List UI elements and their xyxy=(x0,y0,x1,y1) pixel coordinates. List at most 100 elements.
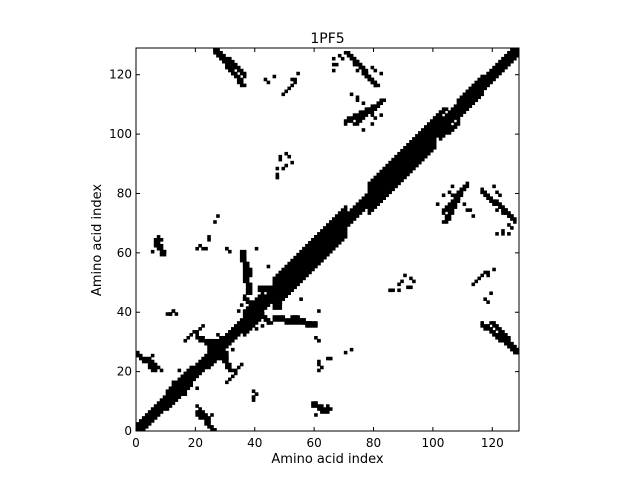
diagonal-contact-cell xyxy=(171,392,176,396)
diagonal-contact-cell xyxy=(394,169,398,174)
diagonal-contact-cell xyxy=(450,113,455,117)
contact-stroke-cell xyxy=(358,113,363,117)
contact-point xyxy=(198,416,202,420)
contact-point xyxy=(296,264,300,269)
contact-point xyxy=(216,333,220,337)
contact-stroke-cell xyxy=(222,353,226,358)
contact-stroke-cell xyxy=(248,303,253,307)
diagonal-contact-cell xyxy=(397,166,401,171)
diagonal-contact-cell xyxy=(504,65,508,70)
diagonal-contact-cell xyxy=(382,193,386,198)
diagonal-contact-cell xyxy=(328,235,333,239)
diagonal-contact-cell xyxy=(471,86,476,91)
contact-point xyxy=(412,279,416,284)
diagonal-contact-cell xyxy=(516,53,519,58)
contact-point xyxy=(210,413,214,417)
contact-point xyxy=(228,249,232,254)
diagonal-contact-cell xyxy=(376,193,381,198)
contact-stroke-cell xyxy=(245,297,250,301)
contact-stroke-cell xyxy=(242,255,247,260)
diagonal-contact-cell xyxy=(370,184,375,189)
contact-point xyxy=(400,279,404,284)
contact-point xyxy=(251,395,256,399)
diagonal-contact-cell xyxy=(189,377,194,382)
contact-stroke-cell xyxy=(498,205,502,209)
contact-point xyxy=(153,243,158,248)
contact-stroke-cell xyxy=(486,196,490,201)
diagonal-contact-cell xyxy=(328,220,333,224)
diagonal-contact-cell xyxy=(263,303,268,307)
diagonal-contact-cell xyxy=(331,240,336,245)
diagonal-contact-cell xyxy=(385,172,389,177)
diagonal-contact-cell xyxy=(317,238,321,242)
diagonal-contact-cell xyxy=(284,282,289,287)
diagonal-contact-cell xyxy=(331,235,336,239)
diagonal-contact-cell xyxy=(141,416,146,420)
diagonal-contact-cell xyxy=(174,380,179,385)
contact-stroke-cell xyxy=(242,267,247,272)
diagonal-contact-cell xyxy=(513,48,517,52)
diagonal-contact-cell xyxy=(397,157,401,162)
contact-stroke-cell xyxy=(228,62,232,67)
contact-point xyxy=(281,166,286,171)
diagonal-contact-cell xyxy=(400,160,404,165)
diagonal-contact-cell xyxy=(397,163,401,168)
diagonal-contact-cell xyxy=(504,62,508,67)
contact-point xyxy=(216,53,220,58)
diagonal-contact-cell xyxy=(293,255,297,260)
contact-stroke-cell xyxy=(296,315,300,319)
diagonal-contact-cell xyxy=(248,315,253,319)
contact-point xyxy=(254,315,259,319)
diagonal-contact-cell xyxy=(284,279,289,284)
diagonal-contact-cell xyxy=(284,285,289,290)
contact-stroke-cell xyxy=(162,252,167,257)
contact-stroke-cell xyxy=(364,107,369,111)
y-tick-label: 80 xyxy=(117,186,132,200)
diagonal-contact-cell xyxy=(305,264,309,269)
contact-point xyxy=(136,425,140,429)
contact-stroke-cell xyxy=(317,261,321,266)
diagonal-contact-cell xyxy=(501,56,505,61)
diagonal-contact-cell xyxy=(287,288,291,293)
contact-stroke-cell xyxy=(504,333,508,337)
diagonal-contact-cell xyxy=(409,154,413,159)
contact-stroke-cell xyxy=(432,119,437,123)
contact-point xyxy=(486,300,490,304)
contact-stroke-cell xyxy=(483,193,487,198)
contact-point xyxy=(174,386,179,391)
diagonal-contact-cell xyxy=(447,113,452,117)
contact-stroke-cell xyxy=(239,255,244,260)
contact-stroke-cell xyxy=(510,344,514,349)
contact-stroke-cell xyxy=(441,211,446,215)
diagonal-contact-cell xyxy=(251,324,256,328)
diagonal-contact-cell xyxy=(210,347,214,352)
contact-point xyxy=(510,214,514,218)
diagonal-contact-cell xyxy=(343,208,348,212)
contact-stroke-cell xyxy=(275,297,280,301)
contact-stroke-cell xyxy=(305,246,309,251)
diagonal-contact-cell xyxy=(287,279,291,284)
diagonal-contact-cell xyxy=(412,154,416,159)
x-tick-label: 60 xyxy=(306,436,321,450)
diagonal-contact-cell xyxy=(165,389,170,394)
diagonal-contact-cell xyxy=(367,184,372,189)
diagonal-contact-cell xyxy=(331,246,336,251)
diagonal-contact-cell xyxy=(394,166,398,171)
diagonal-contact-cell xyxy=(177,377,182,382)
diagonal-contact-cell xyxy=(254,303,259,307)
diagonal-contact-cell xyxy=(403,151,407,156)
diagonal-contact-cell xyxy=(195,374,199,379)
contact-point xyxy=(391,288,395,293)
diagonal-contact-cell xyxy=(403,166,407,171)
x-tick-label: 120 xyxy=(481,436,504,450)
contact-stroke-cell xyxy=(239,80,244,85)
contact-stroke-cell xyxy=(450,205,455,209)
diagonal-contact-cell xyxy=(287,276,291,281)
contact-point xyxy=(168,312,173,316)
contact-point xyxy=(492,267,496,272)
contact-point xyxy=(317,362,321,367)
contact-stroke-cell xyxy=(278,306,283,310)
contact-stroke-cell xyxy=(293,318,297,322)
diagonal-contact-cell xyxy=(435,131,440,135)
diagonal-contact-cell xyxy=(418,145,422,150)
